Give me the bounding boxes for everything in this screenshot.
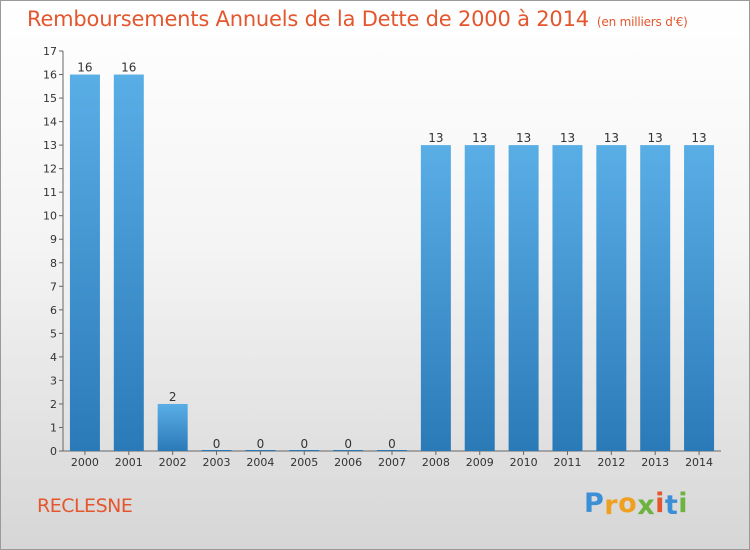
y-tick-label: 11 <box>43 186 57 199</box>
logo-letter: r <box>604 490 619 521</box>
y-tick-label: 7 <box>50 280 57 293</box>
bar <box>508 145 539 451</box>
bar <box>420 145 451 451</box>
bar-value-label: 13 <box>691 131 706 145</box>
y-tick-label: 17 <box>43 45 57 58</box>
x-tick-label: 2009 <box>466 456 494 469</box>
x-tick-label: 2006 <box>334 456 362 469</box>
commune-name: RECLESNE <box>37 495 133 517</box>
bar-value-label: 0 <box>388 437 396 451</box>
bar-value-label: 16 <box>77 61 92 75</box>
x-tick-label: 2014 <box>685 456 713 469</box>
bar-value-label: 13 <box>560 131 575 145</box>
proxiti-logo: Proxiti <box>584 488 689 521</box>
bar-value-label: 0 <box>257 437 265 451</box>
y-tick-label: 16 <box>43 69 57 82</box>
bar-value-label: 13 <box>472 131 487 145</box>
y-tick-label: 9 <box>50 233 57 246</box>
bar <box>464 145 495 451</box>
y-tick-label: 8 <box>50 257 57 270</box>
bar-value-label: 13 <box>516 131 531 145</box>
x-tick-label: 2012 <box>597 456 625 469</box>
y-tick-label: 6 <box>50 304 57 317</box>
x-tick-label: 2000 <box>71 456 99 469</box>
bar <box>69 74 100 451</box>
y-tick-label: 4 <box>50 351 57 364</box>
logo-letter: o <box>618 488 638 519</box>
x-tick-label: 2010 <box>510 456 538 469</box>
bar-value-label: 13 <box>604 131 619 145</box>
chart-title-text: Remboursements Annuels de la Dette de 20… <box>27 7 589 31</box>
logo-letter: x <box>637 490 656 521</box>
y-tick-label: 10 <box>43 210 57 223</box>
y-tick-label: 2 <box>50 398 57 411</box>
y-tick-label: 5 <box>50 327 57 340</box>
logo-letter: i <box>678 488 689 519</box>
x-tick-label: 2007 <box>378 456 406 469</box>
bar <box>684 145 715 451</box>
x-tick-label: 2001 <box>115 456 143 469</box>
bar-value-label: 2 <box>169 390 177 404</box>
y-tick-label: 13 <box>43 139 57 152</box>
logo-letter: t <box>664 490 679 521</box>
x-tick-label: 2003 <box>203 456 231 469</box>
x-tick-label: 2011 <box>553 456 581 469</box>
bar-value-label: 13 <box>648 131 663 145</box>
bar <box>113 74 144 451</box>
bar <box>596 145 627 451</box>
bar <box>640 145 671 451</box>
logo-letter: i <box>655 488 665 519</box>
bar-value-label: 0 <box>344 437 352 451</box>
x-tick-label: 2008 <box>422 456 450 469</box>
y-tick-label: 12 <box>43 163 57 176</box>
bar-value-label: 16 <box>121 61 136 75</box>
chart-unit-note: (en milliers d'€) <box>596 15 688 29</box>
bar-value-label: 0 <box>300 437 308 451</box>
bar-value-label: 0 <box>213 437 221 451</box>
y-tick-label: 3 <box>50 374 57 387</box>
y-tick-label: 14 <box>43 116 57 129</box>
x-tick-label: 2005 <box>290 456 318 469</box>
y-tick-label: 15 <box>43 92 57 105</box>
x-tick-label: 2013 <box>641 456 669 469</box>
x-tick-label: 2002 <box>159 456 187 469</box>
bar <box>157 403 188 451</box>
logo-letter: P <box>584 488 605 519</box>
y-tick-label: 0 <box>50 445 57 458</box>
chart-title: Remboursements Annuels de la Dette de 20… <box>27 7 688 31</box>
y-tick-label: 1 <box>50 421 57 434</box>
x-tick-label: 2004 <box>246 456 274 469</box>
bar <box>552 145 583 451</box>
bar-value-label: 13 <box>428 131 443 145</box>
